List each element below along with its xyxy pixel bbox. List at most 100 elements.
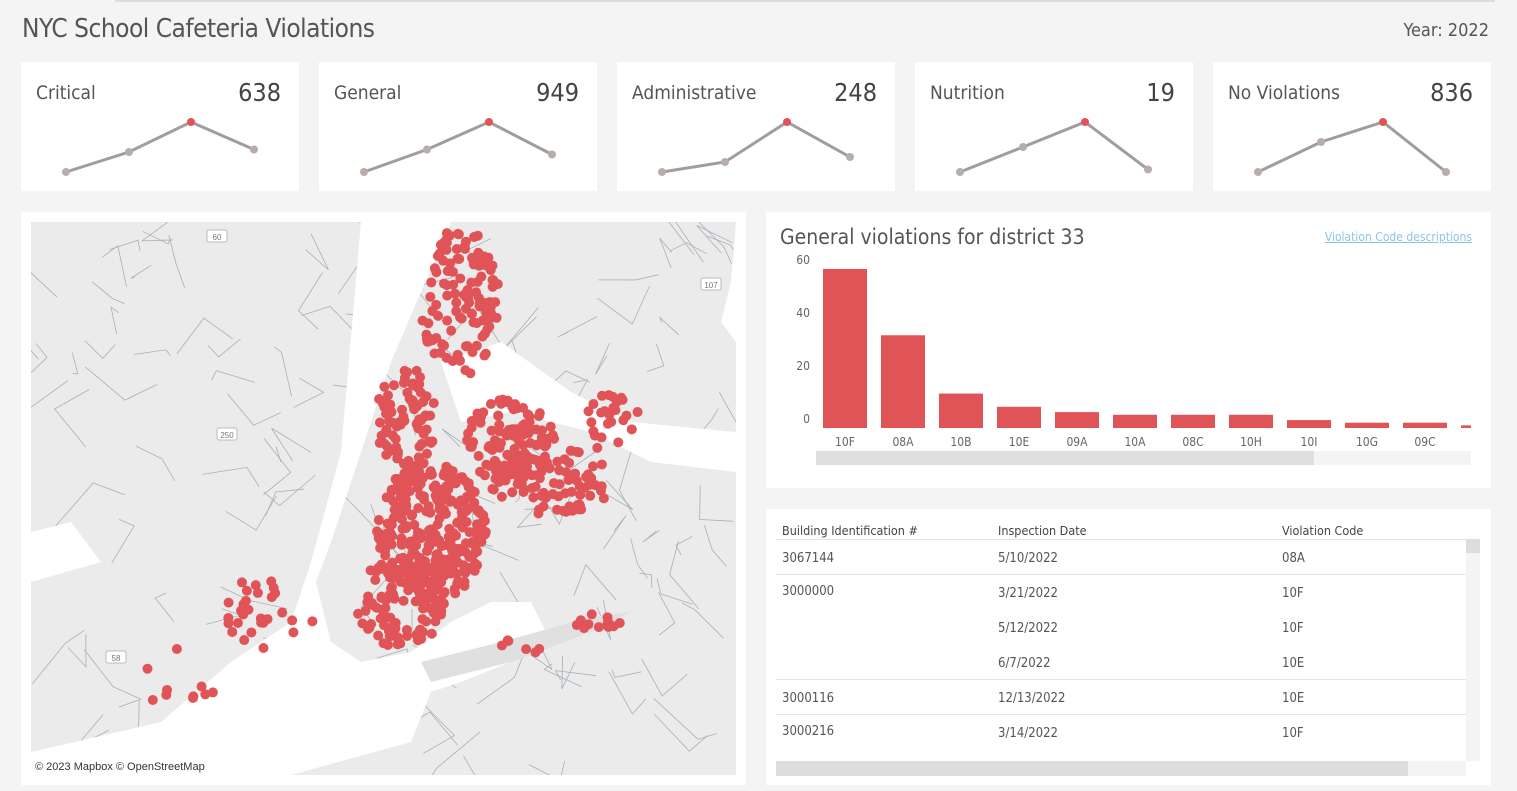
school-marker[interactable] xyxy=(519,484,530,495)
school-marker[interactable] xyxy=(441,280,452,291)
school-marker[interactable] xyxy=(403,553,414,564)
school-marker[interactable] xyxy=(586,609,597,620)
school-marker[interactable] xyxy=(373,630,384,641)
school-marker[interactable] xyxy=(561,467,572,478)
school-marker[interactable] xyxy=(531,424,542,435)
school-marker[interactable] xyxy=(530,481,541,492)
kpi-card-administrative[interactable]: Administrative 248 xyxy=(617,62,895,191)
school-marker[interactable] xyxy=(412,577,423,588)
school-marker[interactable] xyxy=(407,509,418,520)
school-marker[interactable] xyxy=(460,365,471,376)
school-marker[interactable] xyxy=(441,352,452,363)
school-marker[interactable] xyxy=(386,539,397,550)
sparkline-point[interactable] xyxy=(1144,165,1152,174)
school-marker[interactable] xyxy=(171,644,182,655)
school-marker[interactable] xyxy=(373,515,384,526)
sparkline-point[interactable] xyxy=(360,168,368,176)
school-marker[interactable] xyxy=(485,399,496,410)
vertical-scrollbar[interactable] xyxy=(1466,539,1480,761)
school-marker[interactable] xyxy=(379,620,390,631)
school-marker[interactable] xyxy=(426,277,437,288)
school-marker[interactable] xyxy=(387,417,398,428)
column-header-code[interactable]: Violation Code xyxy=(1282,523,1364,538)
school-marker[interactable] xyxy=(402,577,413,588)
school-marker[interactable] xyxy=(442,315,453,326)
school-marker[interactable] xyxy=(421,424,432,435)
bar-10F[interactable] xyxy=(823,269,867,428)
school-marker[interactable] xyxy=(238,609,249,620)
school-marker[interactable] xyxy=(403,585,414,596)
school-marker[interactable] xyxy=(552,456,563,467)
school-marker[interactable] xyxy=(474,301,485,312)
school-marker[interactable] xyxy=(521,644,532,655)
school-marker[interactable] xyxy=(479,350,490,361)
sparkline-point[interactable] xyxy=(423,145,431,154)
school-marker[interactable] xyxy=(365,565,376,576)
sparkline-point[interactable] xyxy=(548,150,556,159)
school-marker[interactable] xyxy=(448,528,459,539)
school-marker[interactable] xyxy=(626,424,637,435)
school-marker[interactable] xyxy=(420,597,431,608)
school-marker[interactable] xyxy=(618,415,629,426)
school-marker[interactable] xyxy=(482,312,493,323)
school-marker[interactable] xyxy=(398,411,409,422)
school-marker[interactable] xyxy=(596,459,607,470)
school-marker[interactable] xyxy=(583,406,594,417)
school-marker[interactable] xyxy=(452,517,463,528)
school-marker[interactable] xyxy=(530,647,541,658)
school-marker[interactable] xyxy=(460,567,471,578)
school-marker[interactable] xyxy=(475,521,486,532)
school-marker[interactable] xyxy=(453,229,464,240)
school-marker[interactable] xyxy=(603,390,614,401)
school-marker[interactable] xyxy=(277,607,288,618)
school-marker[interactable] xyxy=(530,455,541,466)
school-marker[interactable] xyxy=(442,265,453,276)
school-marker[interactable] xyxy=(430,480,441,491)
school-marker[interactable] xyxy=(494,419,505,430)
school-marker[interactable] xyxy=(484,297,495,308)
school-marker[interactable] xyxy=(232,617,243,628)
school-marker[interactable] xyxy=(494,395,505,406)
school-marker[interactable] xyxy=(491,312,502,323)
school-marker[interactable] xyxy=(421,567,432,578)
school-marker[interactable] xyxy=(386,407,397,418)
school-marker[interactable] xyxy=(579,482,590,493)
sparkline-point[interactable] xyxy=(1254,168,1262,176)
school-marker[interactable] xyxy=(473,451,484,462)
sparkline-point[interactable] xyxy=(125,148,133,156)
school-marker[interactable] xyxy=(223,618,234,629)
school-marker[interactable] xyxy=(370,575,381,586)
school-marker[interactable] xyxy=(388,380,399,391)
school-marker[interactable] xyxy=(429,595,440,606)
school-marker[interactable] xyxy=(387,557,398,568)
school-marker[interactable] xyxy=(482,256,493,267)
school-marker[interactable] xyxy=(613,437,624,448)
school-marker[interactable] xyxy=(507,401,518,412)
vertical-scroll-thumb[interactable] xyxy=(1466,539,1480,553)
school-marker[interactable] xyxy=(543,462,554,473)
bar-10A[interactable] xyxy=(1113,414,1157,428)
sparkline-point[interactable] xyxy=(1019,143,1027,151)
school-marker[interactable] xyxy=(384,631,395,642)
school-marker[interactable] xyxy=(518,440,529,451)
school-marker[interactable] xyxy=(454,254,465,265)
school-marker[interactable] xyxy=(632,406,643,417)
bar-08A[interactable] xyxy=(881,335,925,428)
school-marker[interactable] xyxy=(142,663,153,674)
school-marker[interactable] xyxy=(353,608,364,619)
school-marker[interactable] xyxy=(454,578,465,589)
school-marker[interactable] xyxy=(446,325,457,336)
school-marker[interactable] xyxy=(431,562,442,573)
school-marker[interactable] xyxy=(368,600,379,611)
chart-scroll-thumb[interactable] xyxy=(816,451,1314,465)
school-marker[interactable] xyxy=(459,507,470,518)
school-marker[interactable] xyxy=(378,538,389,549)
school-marker[interactable] xyxy=(564,457,575,468)
school-marker[interactable] xyxy=(496,640,507,651)
school-marker[interactable] xyxy=(459,517,470,528)
school-marker[interactable] xyxy=(533,508,544,519)
school-marker[interactable] xyxy=(538,487,549,498)
sparkline-point[interactable] xyxy=(846,153,854,161)
school-marker[interactable] xyxy=(363,623,374,634)
school-marker[interactable] xyxy=(398,458,409,469)
